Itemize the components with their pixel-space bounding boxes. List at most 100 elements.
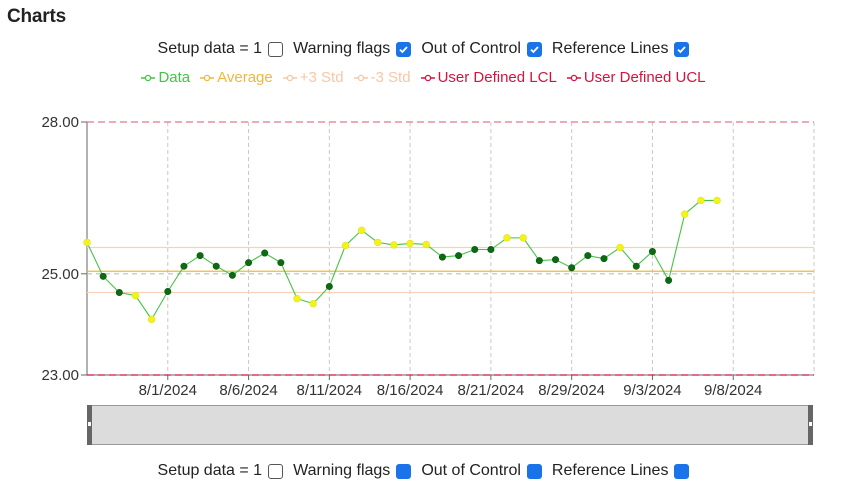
warning-point — [422, 240, 430, 249]
legend-item-user-defined-lcl[interactable]: User Defined LCL — [420, 69, 557, 86]
x-tick-label: 8/1/2024 — [139, 382, 197, 399]
data-point — [487, 246, 495, 254]
data-point — [552, 256, 560, 264]
page-title: Charts — [7, 6, 66, 27]
warning-point — [713, 196, 721, 205]
out-of-control-checkbox[interactable] — [526, 41, 542, 57]
footer-warning-flags-checkbox[interactable] — [396, 463, 412, 479]
footer-reference-lines-toggle[interactable]: Reference Lines — [552, 462, 690, 480]
data-point — [600, 255, 608, 263]
footer-out-of-control-checkbox[interactable] — [526, 463, 542, 479]
data-point — [665, 276, 673, 284]
out-of-control-label: Out of Control — [421, 40, 521, 57]
x-tick-label: 8/11/2024 — [297, 382, 363, 399]
data-point — [584, 252, 592, 260]
legend-marker-icon — [353, 74, 368, 81]
range-navigator[interactable] — [87, 405, 813, 445]
footer-warning-flags-label: Warning flags — [293, 462, 391, 479]
warning-point — [374, 238, 382, 247]
data-point — [245, 259, 253, 267]
range-handle-right[interactable] — [808, 405, 813, 445]
x-tick-label: 8/6/2024 — [219, 382, 277, 399]
warning-point — [390, 241, 398, 249]
data-point — [180, 262, 188, 270]
control-chart: 28.00 25.00 23.00 8/1/2024 8/6/2024 8/11/2024… — [41, 114, 815, 399]
data-point — [648, 248, 656, 256]
data-point — [535, 257, 543, 265]
legend-label: User Defined LCL — [437, 69, 557, 86]
warning-point — [697, 196, 705, 205]
warning-point — [309, 299, 317, 308]
data-point — [632, 262, 640, 270]
footer-warning-flags-toggle[interactable]: Warning flags — [293, 462, 412, 480]
legend-marker-icon — [420, 74, 435, 81]
reference-lines-checkbox[interactable] — [674, 41, 690, 57]
x-tick-label: 9/3/2024 — [623, 382, 681, 399]
warning-point — [681, 210, 689, 218]
warning-point — [341, 241, 350, 250]
footer-setup-data-toggle[interactable]: Setup data = 1 — [158, 462, 284, 480]
legend-item-3-std[interactable]: -3 Std — [353, 69, 411, 86]
legend-item-user-defined-ucl[interactable]: User Defined UCL — [566, 69, 706, 86]
data-point — [228, 271, 236, 279]
y-tick-label: 25.00 — [41, 266, 79, 283]
legend-item-average[interactable]: Average — [200, 69, 273, 86]
x-tick-label: 8/21/2024 — [458, 382, 525, 399]
data-point — [164, 288, 172, 296]
reference-lines-toggle[interactable]: Reference Lines — [552, 40, 690, 58]
warning-point — [147, 315, 156, 324]
legend-marker-icon — [200, 74, 215, 81]
x-tick-label: 8/16/2024 — [377, 382, 444, 399]
setup-data-toggle[interactable]: Setup data = 1 — [158, 40, 284, 58]
data-point — [115, 289, 123, 297]
legend-item-3-std[interactable]: +3 Std — [282, 69, 344, 86]
data-point — [277, 259, 285, 267]
data-point — [325, 282, 333, 290]
data-point — [196, 252, 204, 260]
legend-label: User Defined UCL — [583, 69, 706, 86]
legend-label: +3 Std — [299, 69, 344, 86]
legend-marker-icon — [566, 74, 581, 81]
warning-point — [83, 238, 91, 247]
data-series-line — [86, 199, 718, 321]
warning-point — [293, 294, 301, 303]
footer-reference-lines-label: Reference Lines — [551, 462, 669, 479]
legend-label: Average — [217, 69, 273, 86]
footer-out-of-control-toggle[interactable]: Out of Control — [421, 462, 542, 480]
data-point — [99, 272, 107, 280]
warning-point — [503, 234, 511, 242]
footer-reference-lines-checkbox[interactable] — [674, 463, 690, 479]
legend-marker-icon — [282, 74, 297, 81]
warning-point — [131, 291, 140, 300]
check-icon — [530, 45, 539, 53]
x-tick-label: 8/29/2024 — [538, 382, 605, 399]
legend-label: Data — [158, 69, 191, 86]
setup-data-checkbox[interactable] — [268, 41, 284, 57]
range-handle-left[interactable] — [87, 405, 92, 445]
y-tick-label: 23.00 — [41, 367, 79, 384]
data-point — [568, 264, 576, 272]
y-tick-label: 28.00 — [41, 114, 79, 131]
warning-point — [616, 243, 624, 252]
out-of-control-toggle[interactable]: Out of Control — [421, 40, 542, 58]
legend-label: -3 Std — [370, 69, 411, 86]
check-icon — [677, 45, 687, 53]
warning-flags-toggle[interactable]: Warning flags — [293, 40, 412, 58]
legend-item-data[interactable]: Data — [141, 69, 190, 86]
x-tick-label: 9/8/2024 — [704, 382, 762, 399]
data-point — [438, 253, 446, 261]
warning-flags-label: Warning flags — [293, 40, 391, 57]
warning-flags-checkbox[interactable] — [396, 41, 412, 57]
legend-marker-icon — [141, 74, 156, 81]
data-point — [471, 246, 479, 254]
footer-setup-data-checkbox[interactable] — [268, 463, 284, 479]
check-icon — [399, 45, 408, 53]
chart-legend: Data Average +3 Std -3 Std User Defined LCL U… — [0, 69, 847, 86]
reference-lines-label: Reference Lines — [551, 40, 669, 57]
data-point — [455, 252, 463, 260]
chart-options-row: Setup data = 1 Warning flags Out of Cont… — [0, 40, 847, 58]
footer-setup-data-label: Setup data = 1 — [157, 462, 263, 479]
setup-data-label: Setup data = 1 — [157, 40, 263, 57]
footer-options-row: Setup data = 1 Warning flags Out of Cont… — [0, 462, 847, 480]
warning-point — [519, 234, 527, 242]
